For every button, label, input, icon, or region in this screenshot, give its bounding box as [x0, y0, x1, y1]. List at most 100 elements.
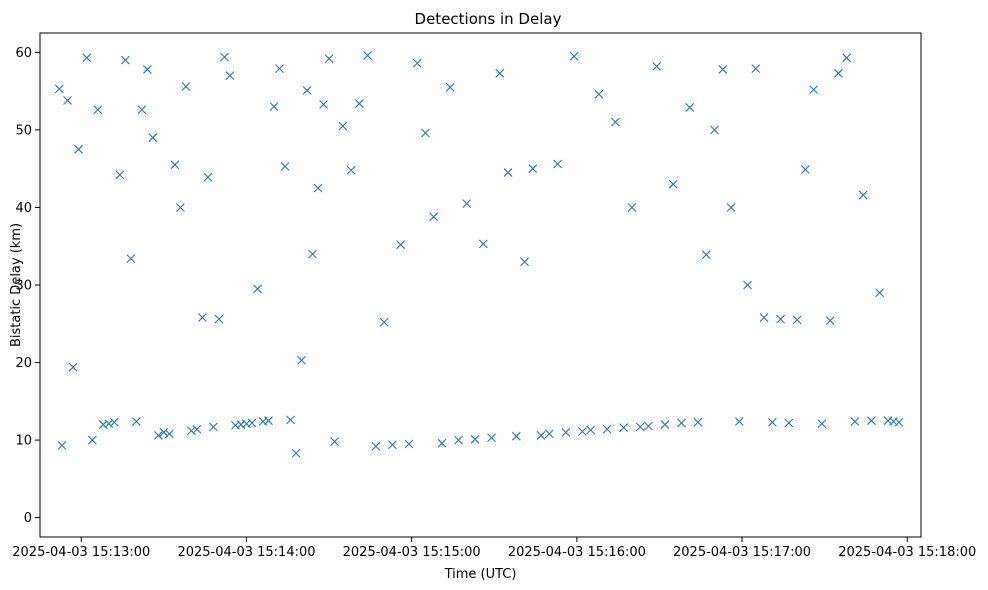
y-tick-label: 40: [15, 201, 32, 216]
data-point: [429, 212, 439, 222]
data-point: [148, 133, 158, 143]
data-point: [842, 53, 852, 63]
data-point: [809, 85, 819, 94]
data-point: [170, 160, 180, 170]
data-point: [569, 51, 579, 61]
data-point: [834, 68, 843, 78]
data-point: [291, 448, 301, 458]
data-point: [115, 170, 125, 180]
data-point: [82, 53, 92, 63]
data-point: [454, 435, 463, 445]
data-point: [109, 417, 119, 427]
data-point: [437, 438, 447, 448]
data-point: [338, 121, 348, 131]
data-point: [875, 288, 885, 298]
data-point: [165, 429, 174, 439]
data-point: [867, 416, 876, 426]
x-tick-label: 2025-04-03 15:16:00: [508, 545, 646, 560]
data-point: [142, 65, 152, 74]
data-point: [710, 125, 719, 135]
data-point: [660, 420, 670, 429]
data-point: [577, 427, 587, 436]
data-point: [792, 315, 802, 325]
data-point: [371, 441, 381, 451]
data-point: [269, 102, 279, 112]
y-axis-label: Bistatic Delay (km): [9, 223, 24, 347]
data-point: [346, 165, 356, 175]
x-axis-label: Time (UTC): [444, 567, 517, 582]
data-point: [187, 426, 196, 436]
data-point: [553, 159, 562, 169]
data-point: [784, 418, 794, 428]
data-point: [396, 240, 406, 250]
y-tick-label: 0: [24, 511, 32, 526]
data-point: [825, 316, 835, 326]
data-point: [445, 82, 455, 92]
data-point: [280, 161, 290, 171]
y-tick-label: 60: [15, 46, 32, 61]
data-point: [693, 417, 703, 427]
data-point: [894, 417, 904, 427]
data-point: [104, 419, 114, 429]
x-tick-label: 2025-04-03 15:18:00: [838, 545, 976, 560]
data-point: [137, 105, 147, 115]
data-point: [57, 441, 67, 450]
data-point: [850, 417, 860, 426]
data-point: [462, 199, 472, 208]
data-point: [536, 431, 546, 440]
x-tick-label: 2025-04-03 15:13:00: [12, 545, 150, 560]
x-tick-label: 2025-04-03 15:15:00: [343, 545, 481, 560]
data-point: [319, 99, 328, 109]
data-point: [354, 99, 364, 108]
data-point: [478, 239, 488, 249]
data-point: [644, 421, 653, 431]
data-point: [511, 431, 521, 441]
data-point: [203, 172, 213, 182]
data-point: [503, 168, 513, 177]
data-point: [668, 179, 678, 189]
data-point: [302, 85, 312, 95]
data-point: [297, 355, 306, 365]
data-point: [751, 64, 761, 74]
data-point: [495, 68, 505, 78]
data-point: [74, 144, 83, 154]
data-point: [275, 64, 284, 74]
data-point: [313, 183, 323, 193]
data-point: [759, 313, 769, 322]
data-point: [635, 422, 645, 432]
data-point: [677, 418, 686, 428]
x-tick-label: 2025-04-03 15:17:00: [673, 545, 811, 560]
data-point: [685, 103, 695, 112]
data-point: [470, 434, 480, 444]
y-tick-label: 30: [15, 279, 32, 294]
data-point: [192, 424, 202, 434]
data-point: [247, 418, 257, 428]
data-point: [308, 249, 317, 259]
data-point: [324, 54, 334, 63]
data-point: [264, 416, 273, 426]
data-point: [388, 440, 397, 450]
data-point: [131, 417, 141, 426]
data-point: [120, 55, 130, 65]
data-point: [379, 317, 389, 327]
data-point: [586, 425, 596, 435]
data-point: [561, 427, 571, 437]
data-point: [726, 203, 736, 212]
y-tick-label: 10: [15, 434, 32, 449]
data-point: [718, 65, 728, 74]
y-axis-ticks: 0 10 20 30 40 50 60: [15, 46, 40, 526]
data-point: [858, 190, 868, 200]
data-point: [159, 427, 169, 437]
data-point: [198, 313, 207, 322]
x-tick-label: 2025-04-03 15:14:00: [177, 545, 315, 560]
data-point: [734, 417, 744, 426]
data-point: [404, 439, 414, 449]
data-point: [767, 417, 777, 427]
data-point: [93, 105, 103, 115]
data-point: [253, 284, 262, 294]
data-point: [412, 58, 422, 68]
data-point: [487, 433, 496, 443]
data-point: [602, 424, 612, 434]
